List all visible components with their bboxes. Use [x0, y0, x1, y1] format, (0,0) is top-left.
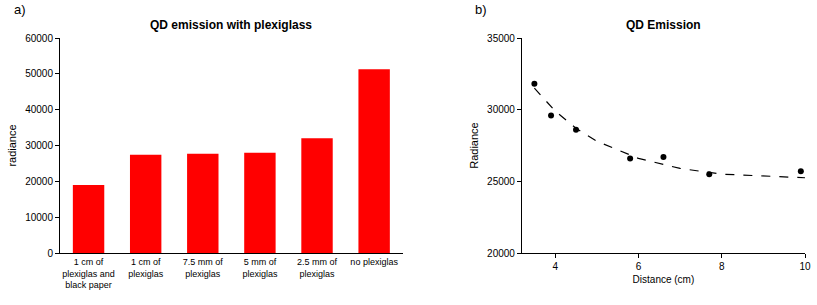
svg-text:Distance (cm): Distance (cm)	[633, 274, 695, 285]
svg-text:40000: 40000	[25, 104, 53, 115]
svg-text:4: 4	[552, 261, 558, 272]
svg-text:30000: 30000	[25, 140, 53, 151]
svg-text:Radiance: Radiance	[468, 122, 480, 168]
svg-text:1 cm ofplexiglas andblack pape: 1 cm ofplexiglas andblack paper	[62, 257, 115, 290]
svg-text:1 cm ofplexiglas: 1 cm ofplexiglas	[128, 257, 164, 279]
svg-text:0: 0	[47, 248, 53, 259]
svg-text:QD Emission: QD Emission	[626, 18, 701, 32]
svg-text:8: 8	[719, 261, 725, 272]
svg-text:20000: 20000	[487, 248, 515, 259]
svg-text:10: 10	[799, 261, 811, 272]
svg-text:no plexiglas: no plexiglas	[350, 257, 398, 267]
svg-text:2.5 mm ofplexiglas: 2.5 mm ofplexiglas	[297, 257, 338, 279]
svg-text:6: 6	[636, 261, 642, 272]
svg-text:5 mm ofplexiglas: 5 mm ofplexiglas	[242, 257, 278, 279]
svg-text:35000: 35000	[487, 33, 515, 44]
svg-text:60000: 60000	[25, 33, 53, 44]
svg-text:50000: 50000	[25, 68, 53, 79]
svg-text:b): b)	[475, 2, 487, 17]
svg-text:7.5 mm ofplexiglas: 7.5 mm ofplexiglas	[183, 257, 224, 279]
svg-text:20000: 20000	[25, 176, 53, 187]
svg-text:25000: 25000	[487, 176, 515, 187]
svg-text:QD emission with plexiglass: QD emission with plexiglass	[150, 18, 312, 32]
svg-text:10000: 10000	[25, 212, 53, 223]
svg-text:a): a)	[14, 2, 26, 17]
svg-text:radiance: radiance	[6, 124, 18, 166]
svg-text:30000: 30000	[487, 104, 515, 115]
